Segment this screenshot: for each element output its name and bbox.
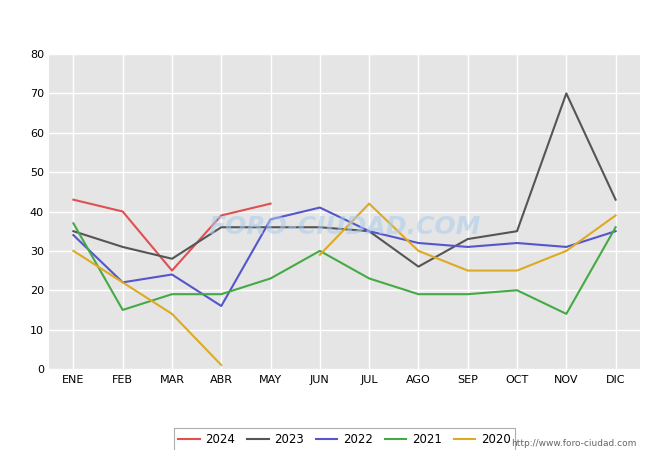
Legend: 2024, 2023, 2022, 2021, 2020: 2024, 2023, 2022, 2021, 2020 <box>174 428 515 450</box>
Text: http://www.foro-ciudad.com: http://www.foro-ciudad.com <box>512 439 637 448</box>
Text: FORO-CIUDAD.COM: FORO-CIUDAD.COM <box>208 215 481 239</box>
Text: Matriculaciones de Vehiculos en Santa Cruz de la Palma: Matriculaciones de Vehiculos en Santa Cr… <box>120 13 530 28</box>
